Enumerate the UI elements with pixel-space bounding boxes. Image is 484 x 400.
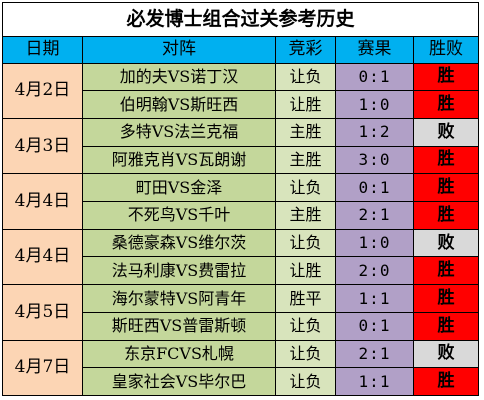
- date-cell: 4月4日: [2, 173, 83, 230]
- score-cell: 0:1: [335, 62, 414, 92]
- result-badge: 胜: [412, 145, 480, 175]
- match-cell: 多特VS法兰克福: [82, 117, 276, 147]
- title-row: 必发博士组合过关参考历史: [1, 2, 480, 37]
- result-badge: 胜: [412, 367, 480, 396]
- table-body: 必发博士组合过关参考历史 日期 对阵 竞彩 赛果 胜败 4月2日 加的夫VS诺丁汉…: [1, 2, 480, 397]
- header-date: 日期: [2, 35, 83, 64]
- header-match: 对阵: [82, 35, 276, 64]
- bet-cell: 让负: [275, 228, 336, 258]
- score-cell: 0:1: [335, 311, 414, 341]
- result-badge: 胜: [412, 201, 480, 230]
- score-cell: 2:0: [335, 256, 414, 286]
- bet-cell: 主胜: [275, 201, 336, 230]
- match-cell: 海尔蒙特VS阿青年: [82, 284, 276, 313]
- page-title: 必发博士组合过关参考历史: [1, 2, 480, 37]
- bet-cell: 让胜: [275, 256, 336, 286]
- match-cell: 法马利康VS费雷拉: [82, 256, 276, 286]
- score-cell: 1:1: [335, 284, 414, 313]
- bet-cell: 让负: [275, 339, 336, 369]
- result-badge: 败: [412, 117, 480, 147]
- bet-cell: 让负: [275, 311, 336, 341]
- match-cell: 加的夫VS诺丁汉: [82, 62, 276, 92]
- match-cell: 伯明翰VS斯旺西: [82, 90, 276, 119]
- result-badge: 败: [412, 339, 480, 369]
- result-badge: 败: [412, 228, 480, 258]
- table-row: 法马利康VS费雷拉 让胜 2:0 胜: [3, 256, 480, 286]
- score-cell: 2:1: [335, 201, 414, 230]
- match-cell: 东京FCVS札幌: [82, 339, 276, 369]
- match-cell: 桑德豪森VS维尔茨: [82, 228, 276, 258]
- history-table: 必发博士组合过关参考历史 日期 对阵 竞彩 赛果 胜败 4月2日 加的夫VS诺丁汉…: [1, 2, 480, 397]
- table-row: 阿雅克肖VS瓦朗谢 主胜 3:0 胜: [3, 145, 480, 175]
- score-cell: 3:0: [335, 145, 414, 175]
- table-row: 4月5日 海尔蒙特VS阿青年 胜平 1:1 胜: [2, 284, 480, 341]
- header-row: 日期 对阵 竞彩 赛果 胜败: [2, 35, 480, 64]
- score-cell: 1:0: [335, 90, 414, 119]
- bet-cell: 胜平: [275, 284, 336, 313]
- result-badge: 胜: [412, 256, 480, 286]
- bet-cell: 主胜: [275, 145, 336, 175]
- table-row: 不死鸟VS千叶 主胜 2:1 胜: [3, 201, 480, 230]
- match-cell: 不死鸟VS千叶: [82, 201, 276, 230]
- table-row: 皇家社会VS毕尔巴 让负 1:1 胜: [3, 367, 480, 396]
- bet-cell: 主胜: [275, 117, 336, 147]
- bet-cell: 让负: [275, 367, 336, 396]
- date-cell: 4月7日: [2, 339, 83, 397]
- date-cell: 4月5日: [2, 284, 83, 341]
- date-cell: 4月3日: [2, 117, 83, 175]
- bet-cell: 让负: [275, 173, 336, 203]
- bet-cell: 让负: [275, 62, 336, 92]
- table-row: 4月4日 桑德豪森VS维尔茨 让负 1:0 败: [2, 228, 480, 286]
- date-cell: 4月4日: [2, 228, 83, 286]
- header-bet: 竞彩: [275, 35, 336, 64]
- result-badge: 胜: [412, 173, 480, 203]
- result-badge: 胜: [412, 311, 480, 341]
- score-cell: 0:1: [335, 173, 414, 203]
- bet-cell: 让胜: [275, 90, 336, 119]
- score-cell: 1:0: [335, 228, 414, 258]
- result-badge: 胜: [412, 62, 480, 92]
- score-cell: 2:1: [335, 339, 414, 369]
- table-row: 4月2日 加的夫VS诺丁汉 让负 0:1 胜: [2, 62, 480, 119]
- table-row: 4月7日 东京FCVS札幌 让负 2:1 败: [2, 339, 480, 397]
- table-row: 伯明翰VS斯旺西 让胜 1:0 胜: [3, 90, 480, 119]
- match-cell: 町田VS金泽: [82, 173, 276, 203]
- match-cell: 皇家社会VS毕尔巴: [82, 367, 276, 396]
- result-badge: 胜: [412, 284, 480, 313]
- table-row: 4月4日 町田VS金泽 让负 0:1 胜: [2, 173, 480, 230]
- table-row: 4月3日 多特VS法兰克福 主胜 1:2 败: [2, 117, 480, 175]
- result-badge: 胜: [412, 90, 480, 119]
- score-cell: 1:1: [335, 367, 414, 396]
- match-cell: 阿雅克肖VS瓦朗谢: [82, 145, 276, 175]
- date-cell: 4月2日: [2, 62, 83, 119]
- score-cell: 1:2: [335, 117, 414, 147]
- header-result: 胜败: [412, 35, 480, 64]
- match-cell: 斯旺西VS普雷斯顿: [82, 311, 276, 341]
- header-score: 赛果: [335, 35, 414, 64]
